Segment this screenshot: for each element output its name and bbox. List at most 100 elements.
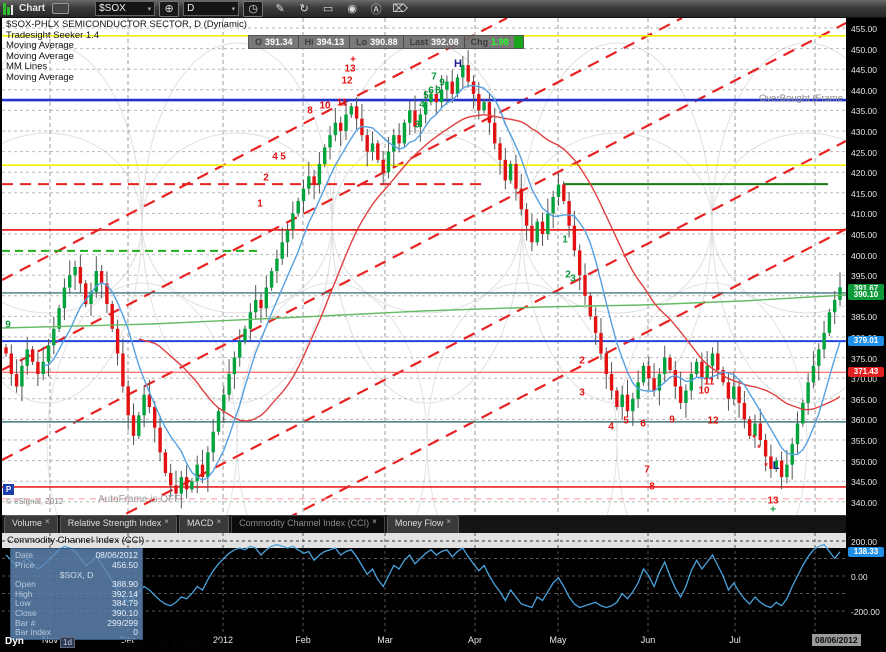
cci-badge: 138.33 (848, 546, 884, 557)
time-tick-label: Apr (467, 635, 483, 645)
close-icon[interactable]: × (164, 517, 169, 526)
eraser-icon: ⌦ (392, 3, 408, 15)
interval-badge: 1d (60, 637, 75, 648)
symbol-value: $SOX (99, 3, 126, 14)
study-tab[interactable]: Money Flow × (386, 515, 460, 533)
price-tick-label: 435.00 (851, 106, 877, 117)
price-badge: 391.67 (848, 284, 884, 294)
study-tab[interactable]: Commodity Channel Index (CCI) × (231, 515, 385, 533)
quote-label: Hi (304, 37, 314, 47)
pencil-icon: ✎ (275, 3, 285, 15)
symbol-lookup-button[interactable]: ⊕ (159, 0, 180, 17)
quote-label: O (255, 37, 263, 47)
cci-tick-label: 200.00 (851, 537, 877, 547)
price-tick-label: 340.00 (851, 497, 877, 508)
tooltip-row: Price 456.50 (15, 559, 138, 570)
globe-icon: ⊕ (164, 3, 174, 15)
price-tick-label: 360.00 (851, 415, 877, 426)
symbol-combo[interactable]: $SOX ▾ (95, 1, 156, 16)
tooltip-row: Bar index 0 (15, 627, 138, 638)
tooltip-symbol: $SOX, D (59, 570, 94, 581)
cci-tick-label: 0.00 (851, 572, 868, 582)
close-icon[interactable]: × (372, 517, 377, 526)
quote-icon: ▭ (322, 3, 334, 15)
tooltip-row: Close 390.10 (15, 607, 138, 618)
time-tick-label: Nov (41, 635, 59, 645)
close-icon[interactable]: × (446, 517, 452, 526)
quote-label: Last (409, 37, 429, 47)
study-tabs-bar: Volume × Relative Strength Index × MACD × Comm… (2, 515, 846, 533)
quote-button[interactable]: ▭ (319, 2, 337, 16)
tooltip-row: Date 08/06/2012 (15, 550, 138, 560)
candlestick-chart (2, 18, 846, 515)
quote-label: Chg (470, 37, 489, 47)
close-icon[interactable]: × (216, 517, 222, 526)
auto-button[interactable]: Ⓐ (367, 2, 385, 16)
chart-type-icon (3, 2, 13, 15)
quote-value: 392.08 (431, 37, 459, 47)
quote-bar: O 391.34 Hi 394.13 Lo 390.88 Last 392.08 Chg 1.98 (248, 35, 524, 49)
price-tick-label: 410.00 (851, 209, 877, 220)
tooltip-row: Bar #299/299 (15, 617, 138, 628)
time-axis[interactable]: 08/06/2012 Nov Dec 2012 Feb Mar Apr May Jun Jul (0, 632, 886, 652)
quote-value: 394.13 (316, 37, 345, 47)
window-title: Chart (19, 3, 46, 14)
close-icon[interactable]: × (45, 517, 50, 526)
chevron-down-icon: ▾ (147, 5, 152, 13)
quote-value: 1.98 (491, 37, 509, 47)
dyn-label: Dyn (5, 636, 24, 647)
price-tick-label: 350.00 (851, 456, 877, 467)
price-badge: 371.43 (848, 367, 884, 377)
cci-plot (2, 533, 846, 632)
tooltip-row: High 392.14 (15, 588, 138, 599)
price-axis[interactable]: 455.00 450.00 445.00 440.00 435.00 430.00 425.… (846, 18, 886, 632)
price-tick-label: 400.00 (851, 250, 877, 261)
price-tick-label: 345.00 (851, 477, 877, 488)
interval-combo[interactable]: D ▾ (183, 1, 240, 16)
tooltip-row: Low 384.79 (15, 598, 138, 609)
study-tab[interactable]: Relative Strength Index × (59, 515, 177, 533)
price-badge: 379.01 (848, 336, 884, 346)
price-tick-label: 440.00 (851, 85, 877, 96)
redo-button[interactable]: ↻ (295, 2, 313, 16)
play-icon: ◉ (347, 3, 357, 15)
price-tick-label: 430.00 (851, 127, 877, 137)
p-marker-badge[interactable]: P (3, 484, 14, 495)
study-tab[interactable]: Volume × (4, 515, 58, 533)
link-badge-icon (52, 3, 70, 14)
chevron-down-icon: ▾ (231, 5, 236, 13)
price-tick-label: 395.00 (851, 271, 877, 282)
cci-tick-label: -200.00 (851, 607, 880, 617)
time-template-button[interactable]: ◷ (243, 0, 264, 17)
price-badge: 390.10 (848, 290, 884, 300)
price-tick-label: 375.00 (851, 353, 877, 364)
last-date-box: 08/06/2012 (812, 634, 861, 646)
quote-value: 390.88 (370, 37, 398, 47)
clock-icon: ◷ (248, 3, 258, 15)
time-tick-label: May (549, 635, 567, 645)
interval-value: D (187, 3, 195, 14)
seeker-status-label: Tradesight Seeker 1.4 (118, 639, 221, 650)
pencil-button[interactable]: ✎ (271, 2, 289, 16)
price-tick-label: 415.00 (851, 188, 877, 199)
auto-icon: Ⓐ (370, 3, 382, 16)
price-tick-label: 405.00 (851, 230, 877, 240)
quote-label: Lo (356, 37, 368, 47)
quote-value: 391.34 (265, 37, 293, 47)
price-tick-label: 355.00 (851, 436, 877, 446)
study-tab[interactable]: MACD × (178, 515, 230, 533)
price-tick-label: 385.00 (851, 312, 877, 323)
price-tick-label: 445.00 (851, 65, 877, 76)
time-tick-label: Jul (729, 635, 741, 645)
time-tick-label: Mar (377, 635, 393, 645)
price-chart-area[interactable]: $SOX-PHLX SEMICONDUCTOR SECTOR, D (Dynam… (2, 18, 846, 515)
time-tick-label: Dec (119, 635, 137, 645)
time-tick-label: 2012 (212, 635, 234, 645)
redo-icon: ↻ (299, 3, 309, 15)
eraser-button[interactable]: ⌦ (391, 2, 409, 16)
price-tick-label: 450.00 (851, 44, 877, 55)
change-indicator (513, 36, 523, 48)
play-button[interactable]: ◉ (343, 2, 361, 16)
time-tick-label: Jun (640, 635, 656, 645)
